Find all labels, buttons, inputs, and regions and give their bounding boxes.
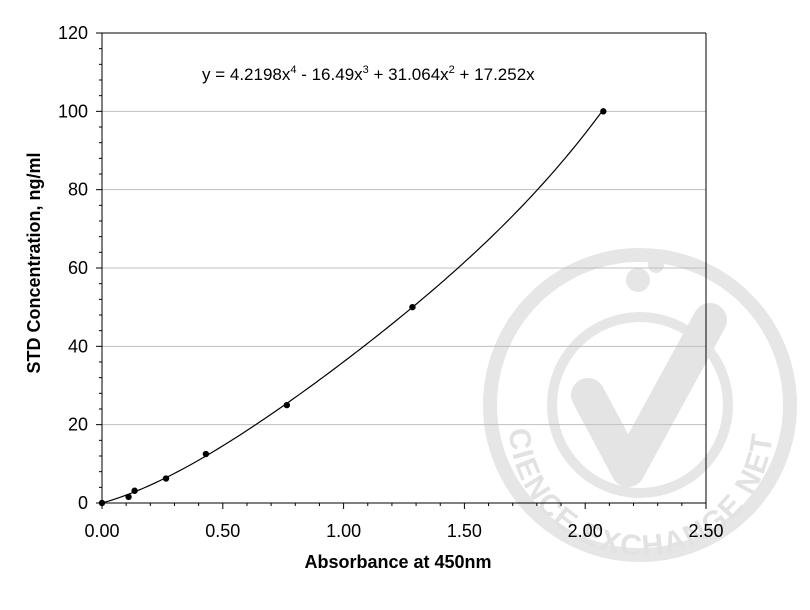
trendline-curve: [101, 109, 604, 504]
x-tick-label-0: 0.00: [84, 521, 119, 541]
eq-exp-3: 2: [449, 64, 455, 76]
eq-exp-1: 4: [290, 64, 296, 76]
x-tick-label-2: 1.00: [326, 521, 361, 541]
eq-part-2: - 16.49x: [297, 65, 364, 84]
watermark-check-mark: [571, 303, 727, 487]
data-point-0-2: [131, 487, 138, 494]
x-tick-label-5: 2.50: [688, 521, 723, 541]
x-axis-title: Absorbance at 450nm: [304, 552, 491, 572]
data-points: [98, 108, 607, 507]
data-point-0-1: [125, 493, 132, 501]
data-point-0-0: [98, 499, 106, 507]
y-tick-label-4: 80: [68, 180, 88, 200]
watermark-bubble-small: [648, 257, 664, 273]
y-axis-title: STD Concentration, ng/ml: [24, 152, 44, 373]
y-tick-labels: 0 20 40 60 80 100 120: [58, 23, 88, 513]
y-tick-label-5: 100: [58, 101, 88, 121]
y-tick-label-2: 40: [68, 336, 88, 356]
watermark-bubble-large: [626, 268, 650, 292]
eq-part-4: + 17.252x: [455, 65, 535, 84]
data-point-0-7: [600, 108, 607, 115]
gridlines: [102, 32, 706, 426]
watermark-inner-ring: [547, 312, 733, 498]
eq-exp-2: 3: [363, 64, 369, 76]
axes: [96, 32, 707, 509]
trendline-equation: y = 4.2198x4 - 16.49x3 + 31.064x2 + 17.2…: [202, 64, 535, 84]
data-point-0-4: [202, 450, 210, 458]
x-tick-label-3: 1.50: [447, 521, 482, 541]
data-point-0-6: [409, 303, 416, 311]
x-tick-labels: 0.00 0.50 1.00 1.50 2.00 2.50: [84, 521, 723, 541]
x-tick-label-4: 2.00: [568, 521, 603, 541]
watermark-text-path: THE SCIENCE EXCHANGE NETWORK: [0, 0, 778, 563]
y-tick-label-1: 20: [68, 415, 88, 435]
y-tick-label-3: 60: [68, 258, 88, 278]
watermark-text: THE SCIENCE EXCHANGE NETWORK: [0, 0, 778, 563]
eq-part-1: y = 4.2198x: [202, 65, 291, 84]
watermark-logo: THE SCIENCE EXCHANGE NETWORK: [0, 0, 797, 563]
data-point-0-5: [283, 401, 291, 409]
eq-part-3: + 31.064x: [369, 65, 449, 84]
y-tick-label-6: 120: [58, 23, 88, 43]
data-point-0-3: [162, 475, 170, 482]
x-tick-label-1: 0.50: [205, 521, 240, 541]
watermark-outer-ring: [483, 248, 797, 562]
y-tick-label-0: 0: [78, 493, 88, 513]
